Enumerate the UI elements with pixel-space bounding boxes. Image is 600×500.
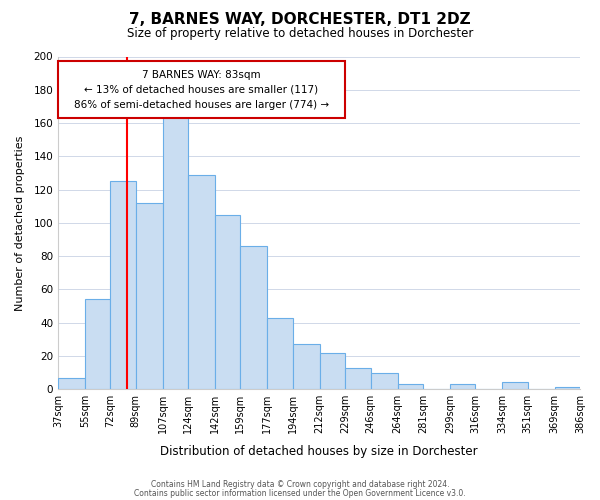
Bar (110, 181, 136, 389)
Text: 7 BARNES WAY: 83sqm
← 13% of detached houses are smaller (117)
86% of semi-detac: 7 BARNES WAY: 83sqm ← 13% of detached ho… (74, 70, 329, 110)
Bar (268, 318, 293, 389)
Bar (371, 372, 398, 389)
Bar (450, 384, 475, 389)
X-axis label: Distribution of detached houses by size in Dorchester: Distribution of detached houses by size … (160, 444, 478, 458)
Bar (293, 344, 320, 389)
Text: Size of property relative to detached houses in Dorchester: Size of property relative to detached ho… (127, 28, 473, 40)
Bar (398, 384, 423, 389)
Bar (241, 246, 268, 389)
Text: 7, BARNES WAY, DORCHESTER, DT1 2DZ: 7, BARNES WAY, DORCHESTER, DT1 2DZ (129, 12, 471, 28)
Text: Contains public sector information licensed under the Open Government Licence v3: Contains public sector information licen… (134, 488, 466, 498)
Y-axis label: Number of detached properties: Number of detached properties (15, 135, 25, 310)
Bar (554, 388, 580, 389)
Bar (58, 378, 85, 389)
Bar (163, 114, 188, 389)
Bar (136, 203, 163, 389)
Bar (215, 214, 241, 389)
Bar (188, 174, 215, 389)
Bar (345, 368, 371, 389)
FancyBboxPatch shape (58, 62, 345, 118)
Bar (502, 382, 527, 389)
Bar (85, 300, 110, 389)
Bar (320, 352, 345, 389)
Text: Contains HM Land Registry data © Crown copyright and database right 2024.: Contains HM Land Registry data © Crown c… (151, 480, 449, 489)
